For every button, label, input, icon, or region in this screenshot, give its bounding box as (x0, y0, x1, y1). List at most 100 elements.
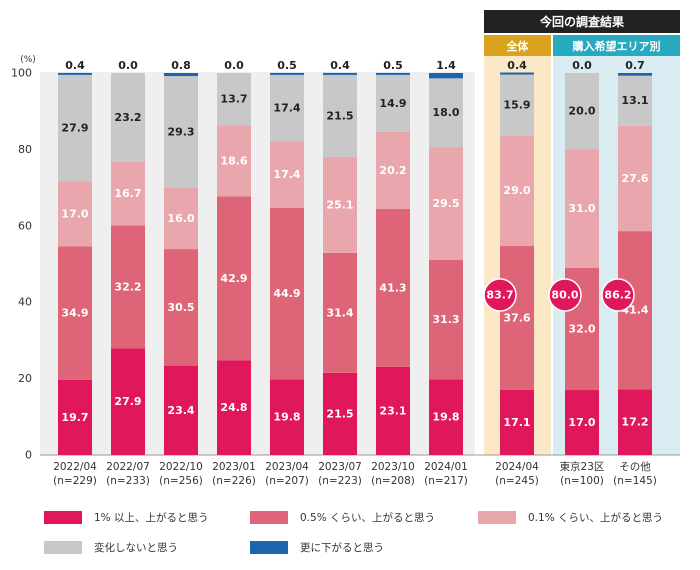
legend-label: 0.5% くらい、上がると思う (300, 512, 436, 524)
y-tick-label: 100 (11, 67, 32, 80)
bar-segment (376, 74, 410, 132)
x-tick-sublabel: (n=217) (424, 475, 468, 487)
x-axis: 2022/04 (n=229) 2022/07 (n=233) 2022/10 (n=25… (53, 460, 657, 487)
legend-swatch (44, 541, 82, 554)
bar-segment (429, 73, 463, 79)
total-badge (483, 278, 517, 312)
data-label: 27.6 (621, 172, 648, 185)
x-tick-sublabel: (n=245) (495, 475, 539, 487)
x-tick-label: その他 (619, 460, 651, 473)
bar-segment (429, 379, 463, 455)
bar-segment (565, 390, 599, 455)
data-label: 27.9 (61, 122, 88, 135)
bar-segment (58, 379, 92, 455)
bar-segment (323, 252, 357, 373)
data-label: 0.4 (330, 59, 350, 72)
data-label: 30.5 (167, 301, 194, 314)
bar-segment (111, 73, 145, 162)
x-tick-label: 2022/10 (159, 461, 203, 473)
data-label: 19.8 (432, 411, 459, 424)
data-label: 19.8 (273, 411, 300, 424)
data-label: 0.0 (224, 59, 244, 72)
data-label: 0.0 (572, 59, 592, 72)
x-tick-label: 2023/07 (318, 461, 362, 473)
x-tick-sublabel: (n=233) (106, 475, 150, 487)
bar-segment (323, 157, 357, 253)
x-tick-sublabel: (n=100) (560, 475, 604, 487)
bar-segment (500, 389, 534, 455)
bar-segment (618, 125, 652, 232)
x-tick-label: 2024/04 (495, 461, 539, 473)
data-label: 0.7 (625, 59, 645, 72)
bar-segment (323, 74, 357, 158)
data-label: 19.7 (61, 411, 88, 424)
data-label: 29.5 (432, 197, 459, 210)
data-label: 21.5 (326, 109, 353, 122)
bar-segment (270, 141, 304, 208)
bar-segment (111, 348, 145, 455)
group-all-label: 全体 (506, 39, 530, 53)
bar-stack: 24.8 42.9 18.6 13.7 0.0 (217, 59, 251, 455)
data-label: 29.0 (503, 184, 530, 197)
group-all-bar (484, 35, 551, 56)
data-label: 13.7 (220, 93, 247, 106)
data-label: 1.4 (436, 59, 456, 72)
bar-stack: 17.0 32.0 31.0 20.0 0.0 (565, 59, 599, 455)
x-tick-sublabel: (n=223) (318, 475, 362, 487)
bar-segment (323, 72, 357, 75)
x-tick-label: 東京23区 (560, 460, 605, 473)
bar-segment (618, 75, 652, 126)
legend-swatch (250, 511, 288, 524)
total-badge (548, 278, 582, 312)
x-tick-sublabel: (n=208) (371, 475, 415, 487)
bar-segment (217, 196, 251, 361)
data-label: 18.0 (432, 106, 459, 119)
legend-item: 更に下がると思う (250, 540, 384, 555)
header-title: 今回の調査結果 (539, 14, 624, 29)
bar-stack: 19.7 34.9 17.0 27.9 0.4 (58, 59, 92, 455)
data-label: 29.3 (167, 126, 194, 139)
data-label: 0.0 (118, 59, 138, 72)
x-tick-sublabel: (n=256) (159, 475, 203, 487)
data-label: 41.3 (379, 281, 406, 294)
total-badge-label: 83.7 (486, 289, 513, 302)
bar-segment (270, 379, 304, 455)
bar-segment (376, 208, 410, 367)
x-tick-label: 2023/01 (212, 461, 256, 473)
bar-segment (376, 131, 410, 209)
x-tick-sublabel: (n=145) (613, 475, 657, 487)
bar-segment (500, 72, 534, 75)
bar-segment (500, 74, 534, 136)
data-label: 0.5 (383, 59, 403, 72)
legend-label: 1% 以上、上がると思う (94, 512, 209, 524)
legend-item: 1% 以上、上がると思う (44, 510, 209, 525)
data-label: 25.1 (326, 198, 353, 211)
header-title-bar (484, 10, 680, 33)
group-area-bar (553, 35, 680, 56)
bar-segment (270, 207, 304, 380)
total-badge (601, 278, 635, 312)
data-label: 17.0 (61, 207, 88, 220)
bar-segment (164, 73, 198, 77)
legend-item: 0.5% くらい、上がると思う (250, 510, 435, 525)
data-label: 23.4 (167, 404, 194, 417)
bar-segment (58, 246, 92, 380)
data-label: 0.4 (65, 59, 85, 72)
y-tick-label: 80 (18, 143, 32, 156)
y-unit-label: (%) (20, 55, 36, 65)
data-label: 13.1 (621, 94, 648, 107)
bar-stack: 23.1 41.3 20.2 14.9 0.5 (376, 59, 410, 455)
bar-stack: 17.1 37.6 29.0 15.9 0.4 (500, 59, 534, 455)
x-tick-sublabel: (n=229) (53, 475, 97, 487)
x-tick-label: 2023/04 (265, 461, 309, 473)
legend-label: 更に下がると思う (300, 542, 384, 554)
bar-segment (217, 125, 251, 197)
bar-segment (500, 135, 534, 247)
y-tick-label: 0 (25, 449, 32, 462)
data-label: 23.1 (379, 404, 406, 417)
bar-segment (164, 76, 198, 188)
data-label: 0.8 (171, 59, 191, 72)
y-tick-label: 20 (18, 372, 32, 385)
x-tick-label: 2022/07 (106, 461, 150, 473)
bar-segment (500, 246, 534, 390)
